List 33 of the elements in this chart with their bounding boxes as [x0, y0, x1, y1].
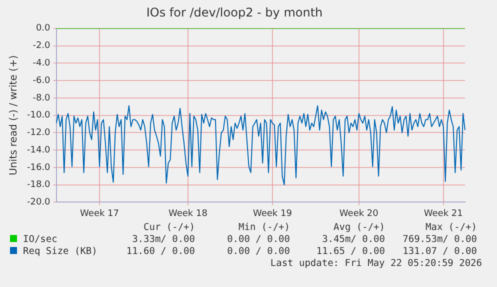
text: 0.00 / 0.00 — [226, 234, 290, 246]
x-tick-label: Week 18 — [168, 208, 208, 219]
legend-label: IO/sec — [22, 234, 58, 246]
y-tick-label: -10.0 — [26, 110, 51, 121]
text: Avg (-/+) — [332, 222, 385, 234]
y-tick-label: -18.0 — [26, 180, 51, 190]
x-tick-label: Week 21 — [424, 208, 463, 219]
text: 11.60 / 0.00 — [125, 246, 195, 258]
text: Last update: Fri May 22 05:20:59 2026 — [270, 258, 482, 269]
y-tick-label: -8.0 — [32, 93, 51, 104]
text: Cur (-/+) — [142, 222, 195, 234]
text: 11.65 / 0.00 — [315, 246, 385, 258]
x-tick-label: Week 17 — [80, 208, 120, 219]
y-tick-label: -4.0 — [32, 58, 51, 69]
text: 131.07 / 0.00 — [402, 246, 477, 258]
y-tick-label: 0.0 — [36, 24, 51, 34]
text: Min (-/+) — [238, 222, 290, 234]
y-tick-label: -6.0 — [32, 76, 51, 86]
x-tick-label: Week 20 — [339, 208, 379, 219]
x-tick-label: Week 19 — [252, 208, 292, 219]
y-tick-label: -2.0 — [32, 41, 51, 52]
text: Max (-/+) — [424, 222, 477, 234]
text: 3.33m/ 0.00 — [131, 234, 195, 246]
y-tick-label: -20.0 — [26, 198, 51, 208]
text: 0.00 / 0.00 — [226, 246, 290, 258]
chart-title: IOs for /dev/loop2 - by month — [146, 5, 323, 20]
y-axis-title: Units read (-) / write (+) — [8, 55, 20, 176]
y-tick-label: -14.0 — [26, 145, 51, 156]
y-tick-label: -16.0 — [26, 162, 51, 173]
legend-label: Req Size (KB) — [22, 246, 98, 258]
text: 769.53m/ 0.00 — [402, 234, 477, 246]
text: 3.45m/ 0.00 — [321, 234, 385, 246]
y-tick-label: -12.0 — [26, 128, 51, 138]
